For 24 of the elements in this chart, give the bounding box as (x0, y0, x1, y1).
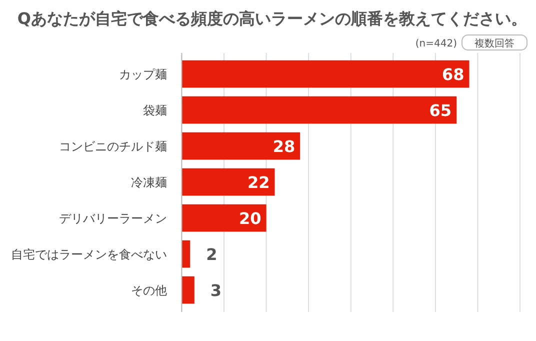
data-label: 3 (210, 281, 222, 300)
y-tick-label: 袋麺 (143, 104, 167, 118)
y-tick-label: その他 (131, 284, 167, 298)
chart-title: Qあなたが自宅で食べる頻度の高いラーメンの順番を教えてください。 (17, 9, 527, 28)
y-tick-label: 冷凍麺 (131, 176, 167, 190)
data-label: 2 (206, 245, 218, 264)
bar (182, 96, 457, 124)
text: 複数回答 (474, 38, 514, 50)
y-tick-label: カップ麺 (119, 68, 167, 82)
text: (n=442) (415, 38, 458, 50)
bar (182, 168, 275, 196)
data-label: 65 (429, 101, 452, 120)
data-label: 28 (272, 137, 296, 156)
y-tick-label: コンビニのチルド麺 (59, 140, 167, 154)
data-label: 68 (442, 65, 464, 84)
bar (182, 204, 266, 232)
y-tick-label: 自宅ではラーメンを食べない (11, 248, 167, 262)
bar (182, 60, 470, 88)
bar (182, 276, 194, 304)
bar (182, 132, 300, 160)
bar (182, 240, 190, 268)
data-label: 20 (239, 209, 262, 228)
y-tick-label: デリバリーラーメン (59, 212, 167, 226)
data-label: 22 (247, 173, 270, 192)
